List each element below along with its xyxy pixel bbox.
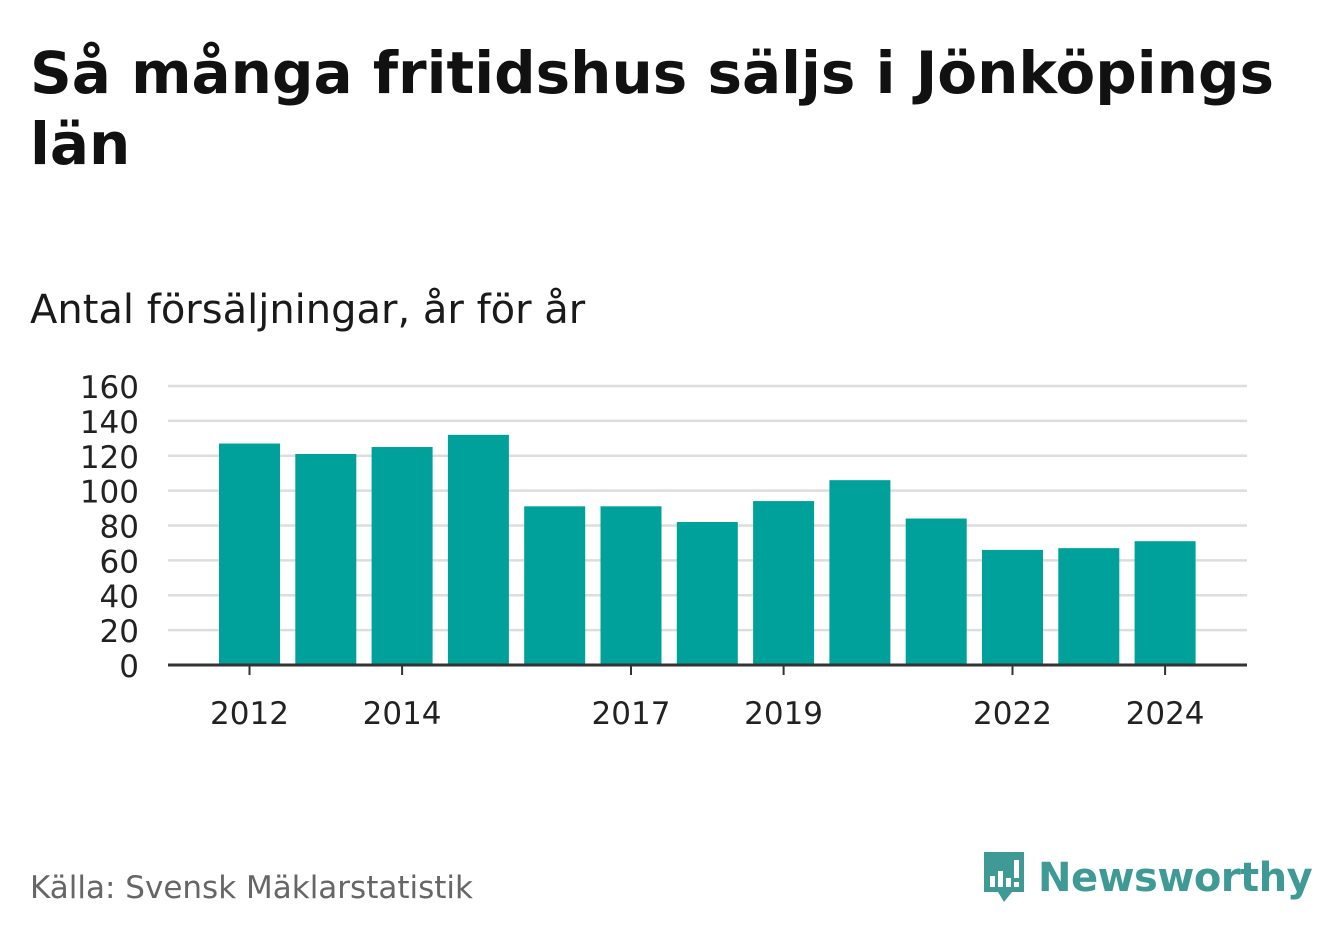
y-tick-label: 140 [80,405,139,441]
x-tick-label: 2019 [744,696,823,732]
bar-2014 [371,447,433,665]
bar-2013 [295,454,357,665]
newsworthy-logo-icon [984,852,1024,902]
bar-2016 [524,506,586,665]
y-tick-label: 60 [100,544,139,580]
bar-2024 [1134,541,1196,665]
y-tick-label: 160 [80,370,139,406]
bar-2022 [982,549,1043,665]
bar-2015 [447,434,509,665]
bar-2012 [219,443,280,665]
x-tick-label: 2017 [592,696,671,732]
bar-2021 [905,518,967,665]
bar-2020 [829,480,891,665]
x-tick-label: 2022 [973,696,1052,732]
bar-2019 [753,501,815,665]
x-tick-label: 2014 [363,696,442,732]
y-tick-label: 0 [119,649,139,685]
y-tick-label: 120 [80,440,139,476]
bar-2018 [676,522,738,665]
chart-title: Så många fritidshus säljs i Jönköpings l… [30,39,1274,178]
newsworthy-logo: Newsworthy [980,848,1313,908]
x-axis-ticks: 2012 2014 2017 2019 2022 2024 [210,665,1205,732]
chart-subtitle: Antal försäljningar, år för år [30,287,586,333]
logo-wordmark: Newsworthy [1038,855,1313,901]
bar-2017 [600,506,662,665]
y-tick-label: 40 [100,579,139,615]
bar-2023 [1058,548,1120,665]
source-note: Källa: Svensk Mäklarstatistik [30,870,473,906]
x-tick-label: 2024 [1126,696,1205,732]
x-tick-label: 2012 [210,696,289,732]
y-tick-label: 20 [100,614,139,650]
bars [219,434,1196,665]
y-tick-label: 80 [100,510,139,546]
y-tick-label: 100 [80,475,139,511]
